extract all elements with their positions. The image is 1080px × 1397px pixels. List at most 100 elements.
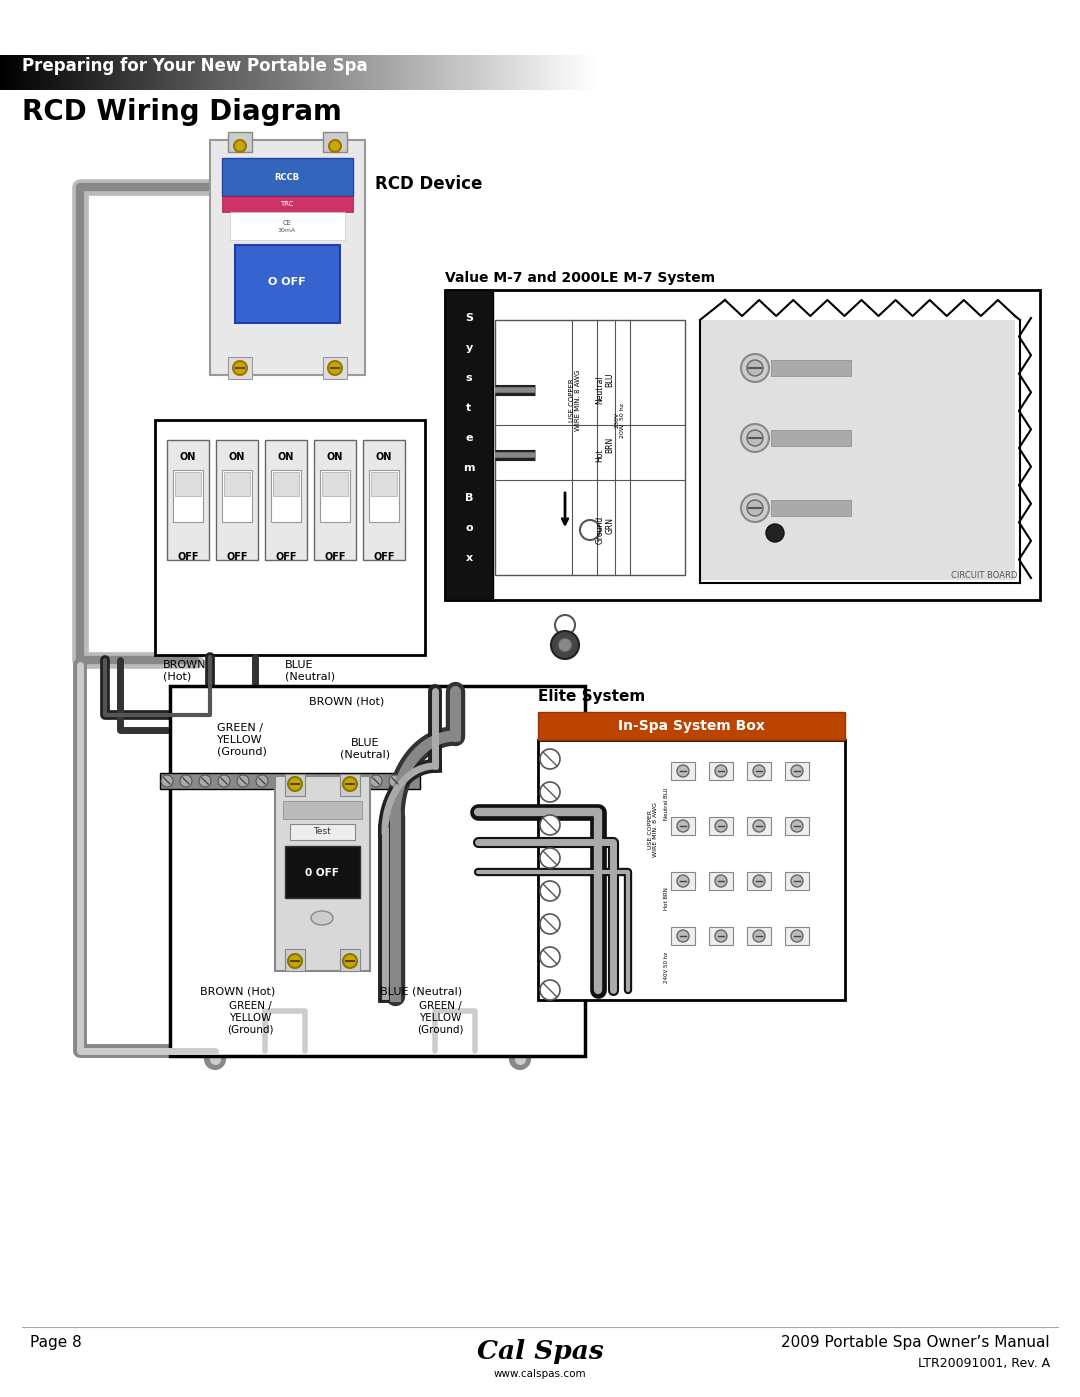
Bar (46, 54, 52, 89)
Bar (1012, 54, 1016, 89)
Bar (594, 54, 598, 89)
Circle shape (791, 875, 804, 887)
Text: BLUE
(Neutral): BLUE (Neutral) (340, 738, 390, 760)
Bar (940, 54, 944, 89)
Bar (990, 54, 995, 89)
Bar (363, 440, 405, 560)
Bar (97, 54, 102, 89)
Bar (259, 54, 264, 89)
Bar (1066, 54, 1070, 89)
Bar (443, 54, 447, 89)
Circle shape (715, 766, 727, 777)
Bar (623, 54, 627, 89)
Bar (370, 54, 376, 89)
Bar (332, 54, 336, 89)
Bar (684, 54, 689, 89)
Text: ON: ON (179, 453, 197, 462)
Bar (591, 54, 595, 89)
Circle shape (741, 495, 769, 522)
Bar (515, 54, 519, 89)
Bar (821, 54, 825, 89)
Bar (688, 54, 692, 89)
Bar (634, 54, 638, 89)
Bar (900, 54, 905, 89)
Bar (713, 54, 717, 89)
Bar (572, 54, 577, 89)
Bar (29, 54, 33, 89)
Bar (1023, 54, 1027, 89)
Bar (159, 54, 163, 89)
Text: USE COPPER
WIRE MIN. 8 AWG: USE COPPER WIRE MIN. 8 AWG (568, 370, 581, 432)
Bar (392, 54, 397, 89)
Bar (170, 54, 174, 89)
Bar (133, 54, 138, 89)
Bar (238, 54, 242, 89)
Bar (210, 140, 365, 374)
Bar (1034, 54, 1038, 89)
Circle shape (294, 775, 306, 787)
Bar (586, 54, 592, 89)
Text: OFF: OFF (324, 552, 346, 562)
Bar (483, 54, 487, 89)
Bar (216, 54, 220, 89)
Bar (785, 817, 809, 835)
Bar (538, 712, 845, 740)
Text: t: t (467, 402, 472, 414)
Bar (875, 54, 879, 89)
Bar (846, 54, 851, 89)
Bar (936, 54, 941, 89)
Bar (340, 774, 360, 796)
Bar (54, 54, 58, 89)
Bar (410, 54, 415, 89)
Bar (335, 54, 339, 89)
Text: 230V
20W  50 hz: 230V 20W 50 hz (615, 402, 625, 437)
Bar (774, 54, 779, 89)
Bar (270, 54, 274, 89)
Bar (94, 54, 98, 89)
Bar (778, 54, 782, 89)
Bar (116, 54, 120, 89)
Bar (327, 54, 333, 89)
Bar (386, 54, 390, 89)
Bar (700, 320, 1015, 580)
Bar (435, 54, 441, 89)
Circle shape (332, 775, 345, 787)
Bar (964, 54, 970, 89)
Bar (323, 131, 347, 152)
Text: 30mA: 30mA (278, 228, 296, 233)
Bar (375, 54, 379, 89)
Bar (321, 54, 325, 89)
Bar (285, 847, 360, 898)
Bar (457, 54, 462, 89)
Bar (504, 54, 509, 89)
Bar (972, 54, 976, 89)
Bar (997, 54, 1002, 89)
Bar (461, 54, 465, 89)
Bar (267, 54, 271, 89)
Bar (708, 761, 733, 780)
Bar (1048, 54, 1052, 89)
Circle shape (540, 814, 561, 835)
Bar (947, 54, 951, 89)
Circle shape (313, 775, 325, 787)
Circle shape (715, 820, 727, 833)
Bar (522, 54, 527, 89)
Bar (14, 54, 19, 89)
Bar (1072, 54, 1078, 89)
Bar (799, 54, 804, 89)
Bar (980, 54, 984, 89)
Bar (0, 0, 1080, 54)
Bar (872, 54, 876, 89)
Text: OFF: OFF (374, 552, 395, 562)
Bar (915, 54, 919, 89)
Bar (230, 54, 235, 89)
Bar (342, 54, 347, 89)
Bar (771, 430, 851, 446)
Bar (8, 54, 12, 89)
Bar (969, 54, 973, 89)
Bar (745, 54, 750, 89)
Bar (835, 54, 840, 89)
Text: e: e (465, 433, 473, 443)
Bar (802, 54, 808, 89)
Bar (194, 54, 199, 89)
